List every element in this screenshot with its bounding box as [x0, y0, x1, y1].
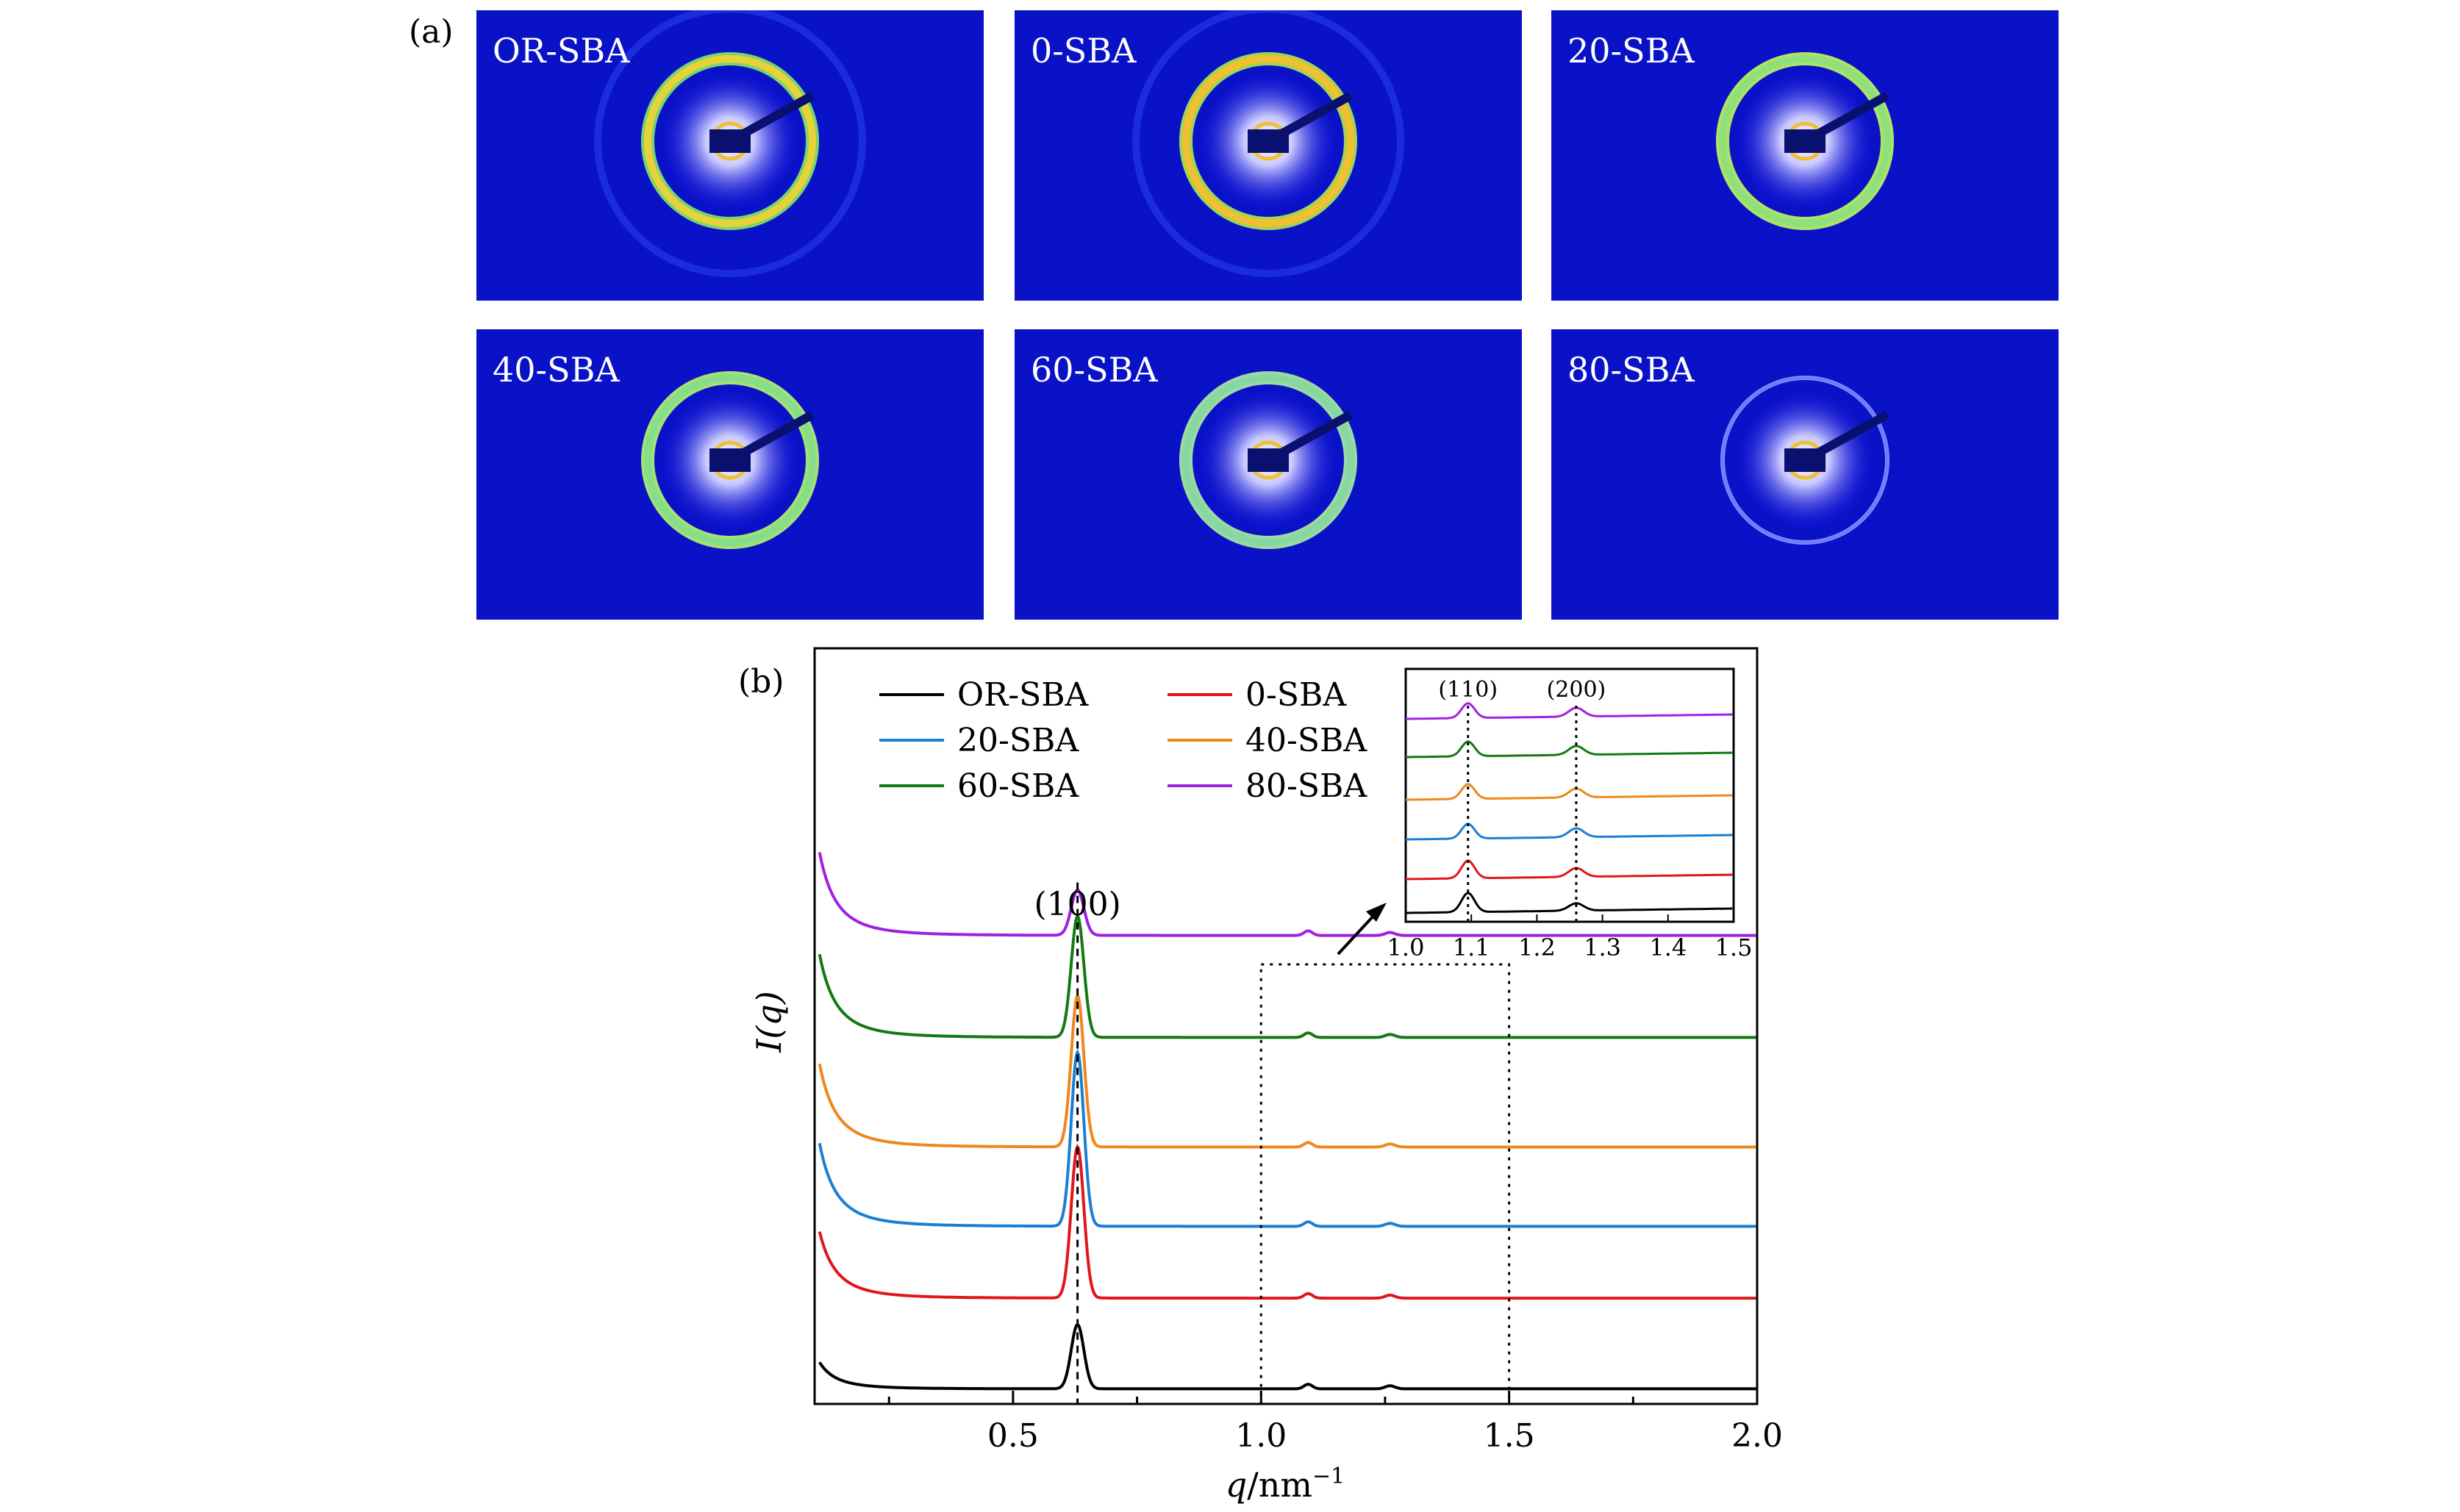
- x-tick-label: 1.5: [1484, 1417, 1535, 1455]
- saxs-pattern-label: 20-SBA: [1567, 31, 1695, 71]
- legend-label: 40-SBA: [1245, 722, 1367, 759]
- saxs-pattern-40-sba: 40-SBA: [476, 329, 984, 620]
- inset-x-tick-label: 1.0: [1387, 934, 1425, 961]
- saxs-pattern-label: OR-SBA: [493, 31, 630, 71]
- saxs-pattern-or-sba: OR-SBA: [476, 10, 984, 301]
- legend-label: OR-SBA: [957, 676, 1090, 714]
- series-line-20-sba: [818, 1049, 1756, 1228]
- inset-series-line-80-sba: [1406, 702, 1733, 720]
- peak-100-label: (100): [1034, 886, 1120, 923]
- zoom-arrow-head: [1366, 903, 1387, 922]
- x-axis-label: q/nm−1: [1226, 1463, 1345, 1505]
- legend-label: 0-SBA: [1245, 676, 1347, 714]
- series-line-60-sba: [818, 914, 1756, 1039]
- x-tick-label: 1.0: [1235, 1417, 1287, 1455]
- saxs-pattern-label: 40-SBA: [493, 350, 620, 390]
- inset-x-tick-label: 1.4: [1649, 934, 1687, 961]
- saxs-pattern-label: 0-SBA: [1031, 31, 1137, 71]
- saxs-pattern-60-sba: 60-SBA: [1015, 329, 1522, 620]
- inset-x-tick-label: 1.2: [1518, 934, 1556, 961]
- series-line-80-sba: [818, 852, 1756, 937]
- inset-chart: (110) (200) 1.0 1.1 1.2 1.3 1.4 1.5: [1387, 667, 1753, 961]
- saxs-pattern-20-sba: 20-SBA: [1551, 10, 2059, 301]
- x-tick-label: 2.0: [1731, 1417, 1783, 1455]
- inset-series-line-0-sba: [1406, 859, 1733, 881]
- legend-label: 80-SBA: [1245, 767, 1367, 805]
- inset-x-tick-label: 1.1: [1453, 934, 1490, 961]
- inset-series-line-or-sba: [1406, 892, 1733, 914]
- panel-a-label: (a): [409, 13, 454, 51]
- legend-label: 20-SBA: [957, 722, 1079, 759]
- saxs-pattern-label: 60-SBA: [1031, 350, 1158, 390]
- series-line-40-sba: [818, 992, 1756, 1149]
- series-line-or-sba: [818, 1322, 1756, 1391]
- y-axis-label: I(q): [749, 991, 789, 1053]
- panel-b-label: (b): [738, 663, 784, 701]
- saxs-pattern-80-sba: 80-SBA: [1551, 329, 2059, 620]
- inset-peak-label: (110): [1438, 677, 1498, 703]
- x-tick-label: 0.5: [987, 1417, 1039, 1455]
- inset-x-tick-label: 1.3: [1584, 934, 1621, 961]
- inset-series-line-40-sba: [1406, 783, 1733, 801]
- inset-peak-label: (200): [1547, 677, 1606, 703]
- saxs-pattern-label: 80-SBA: [1567, 350, 1695, 390]
- inset-series-line-60-sba: [1406, 740, 1733, 759]
- inset-x-tick-label: 1.5: [1715, 934, 1753, 961]
- inset-series-line-20-sba: [1406, 823, 1733, 841]
- zoom-arrow: [1337, 913, 1376, 956]
- saxs-pattern-0-sba: 0-SBA: [1015, 10, 1522, 301]
- legend-label: 60-SBA: [957, 767, 1079, 805]
- zoom-region-box: [1259, 963, 1511, 1405]
- series-line-0-sba: [818, 1144, 1756, 1300]
